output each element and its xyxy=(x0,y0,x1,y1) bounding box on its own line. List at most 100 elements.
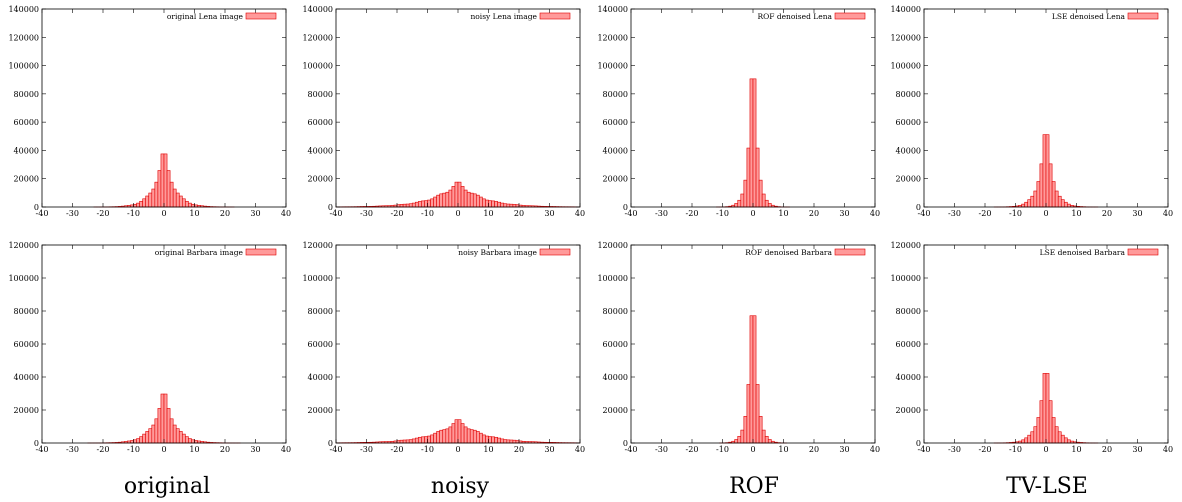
x-tick-label: -10 xyxy=(421,209,434,218)
legend-swatch xyxy=(245,248,277,256)
histogram-bar xyxy=(1042,134,1047,208)
x-tick-label: -20 xyxy=(97,209,110,218)
x-tick-label: -20 xyxy=(979,445,992,454)
y-tick-label: 40000 xyxy=(603,146,628,155)
histogram-bar xyxy=(509,439,514,444)
histogram-panels: 020000400006000080000100000120000140000-… xyxy=(8,5,1173,454)
histogram-bar xyxy=(151,188,156,208)
x-tick-label: 20 xyxy=(514,209,524,218)
histogram-bar xyxy=(463,189,468,208)
x-tick-label: 20 xyxy=(809,209,819,218)
y-tick-label: 60000 xyxy=(603,118,628,127)
histogram-bar xyxy=(133,203,137,208)
histogram-bar xyxy=(485,435,489,444)
y-tick-label: 40000 xyxy=(896,373,921,382)
y-tick-label: 120000 xyxy=(890,241,921,250)
y-tick-label: 120000 xyxy=(302,33,333,42)
histogram-bar xyxy=(761,429,766,444)
x-tick-label: 40 xyxy=(870,445,880,454)
histogram-bar xyxy=(469,429,474,444)
histogram-bar xyxy=(427,199,431,208)
y-tick-label: 80000 xyxy=(308,307,333,316)
histogram-bar xyxy=(1045,373,1050,444)
histogram-bar xyxy=(436,431,440,444)
histogram-bar xyxy=(172,424,177,444)
histogram-bar xyxy=(758,179,763,208)
histogram-bar xyxy=(424,200,428,208)
x-tick-label: -30 xyxy=(948,445,961,454)
histogram-bar xyxy=(166,408,171,444)
histogram-bar xyxy=(191,203,195,208)
plot-frame xyxy=(335,244,581,444)
y-tick-label: 100000 xyxy=(8,274,39,283)
legend-swatch xyxy=(1127,248,1159,256)
column-label-noisy: noisy xyxy=(431,474,490,499)
histogram-panel: 0 20000 40000 60000 80000 100000 120000 140000 -… xyxy=(8,5,291,218)
y-tick-label: 60000 xyxy=(308,118,333,127)
histogram-bar xyxy=(1060,199,1065,208)
y-tick-label: 100000 xyxy=(8,62,39,71)
histogram-bar xyxy=(185,436,189,444)
histogram-bar xyxy=(746,147,751,208)
histogram-bar xyxy=(482,198,486,208)
y-tick-label: 20000 xyxy=(603,175,628,184)
histogram-bar xyxy=(445,191,450,208)
x-tick-label: 20 xyxy=(220,445,230,454)
histogram-bar xyxy=(466,191,471,208)
x-tick-label: 0 xyxy=(161,209,166,218)
histogram-bar xyxy=(454,181,459,208)
legend-swatch xyxy=(834,12,866,20)
histogram-bar xyxy=(418,436,422,444)
histogram-bar xyxy=(402,439,407,444)
y-tick-label: 100000 xyxy=(890,274,921,283)
histogram-panel: 0 20000 40000 60000 80000 100000 120000 140000 -… xyxy=(597,5,880,218)
histogram-bar xyxy=(1064,437,1068,444)
y-tick-label: 80000 xyxy=(603,90,628,99)
histogram-bar xyxy=(185,200,189,208)
histogram-bar xyxy=(506,203,511,208)
histogram-bar xyxy=(445,428,450,444)
y-tick-label: 40000 xyxy=(14,373,39,382)
histogram-bar xyxy=(139,200,143,208)
histogram-bar xyxy=(500,202,505,208)
x-tick-label: 20 xyxy=(1102,209,1112,218)
histogram-bar xyxy=(466,428,471,444)
histogram-bar xyxy=(439,193,444,208)
y-tick-label: 100000 xyxy=(890,62,921,71)
histogram-bar xyxy=(485,199,489,208)
x-tick-label: 30 xyxy=(1132,445,1142,454)
histogram-bar xyxy=(436,194,440,208)
histogram-bar xyxy=(494,436,498,444)
histogram-bar xyxy=(764,435,769,444)
histogram-bar xyxy=(454,419,459,444)
x-tick-label: 10 xyxy=(1071,209,1081,218)
x-tick-label: 10 xyxy=(1071,445,1081,454)
histogram-bar xyxy=(1036,417,1041,444)
y-tick-label: 120000 xyxy=(890,33,921,42)
histogram-bar xyxy=(154,181,159,208)
y-tick-label: 20000 xyxy=(603,406,628,415)
x-tick-label: 10 xyxy=(189,445,199,454)
y-tick-label: 0 xyxy=(916,203,921,212)
y-tick-label: 40000 xyxy=(896,146,921,155)
legend-swatch xyxy=(539,248,571,256)
legend-label: original Lena image xyxy=(167,12,244,21)
histogram-bar xyxy=(448,426,453,444)
histogram-bar xyxy=(491,200,495,208)
y-tick-label: 0 xyxy=(916,439,921,448)
histogram-bar xyxy=(418,201,422,208)
histogram-panel: 0 20000 40000 60000 80000 100000 120000 -40 -30 -… xyxy=(8,241,291,454)
histogram-bar xyxy=(160,393,165,444)
y-tick-label: 120000 xyxy=(8,241,39,250)
y-tick-label: 60000 xyxy=(14,340,39,349)
histogram-bar xyxy=(163,393,168,444)
x-tick-label: 40 xyxy=(575,445,585,454)
x-tick-label: 30 xyxy=(250,445,260,454)
histogram-bar xyxy=(448,189,453,208)
x-tick-label: -40 xyxy=(36,445,49,454)
x-tick-label: 0 xyxy=(161,445,166,454)
histogram-bar xyxy=(734,203,739,208)
histogram-bar xyxy=(460,186,465,208)
x-tick-label: -30 xyxy=(66,209,79,218)
